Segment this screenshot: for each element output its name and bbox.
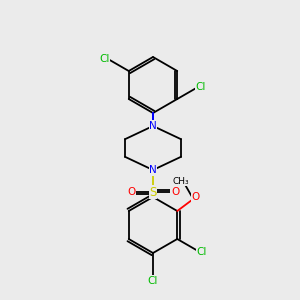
Text: Cl: Cl bbox=[196, 247, 206, 257]
Text: CH₃: CH₃ bbox=[173, 176, 190, 185]
Text: Cl: Cl bbox=[100, 54, 110, 64]
Text: S: S bbox=[149, 185, 157, 199]
Text: O: O bbox=[127, 187, 135, 197]
Text: N: N bbox=[149, 165, 157, 175]
Text: O: O bbox=[171, 187, 179, 197]
Text: Cl: Cl bbox=[148, 276, 158, 286]
Text: Cl: Cl bbox=[195, 82, 206, 92]
Text: N: N bbox=[149, 121, 157, 131]
Text: O: O bbox=[191, 192, 200, 202]
